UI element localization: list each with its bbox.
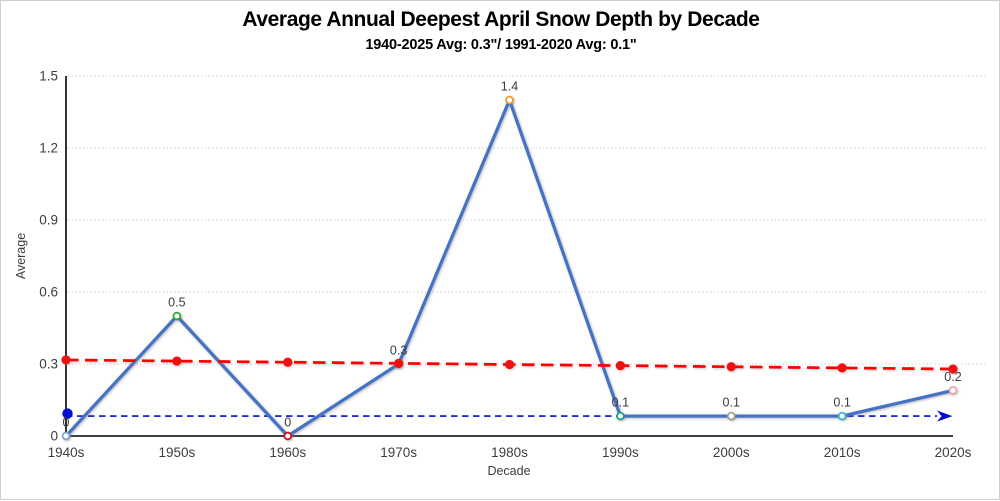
reference-line-start-dot [62,408,73,419]
data-label-2000s: 0.1 [723,396,740,410]
grid-layer [68,75,986,365]
data-point-1960s [283,431,293,441]
trend-dot-1970s [394,358,404,368]
x-tick-label: 1980s [491,445,528,460]
x-tick-label: 2020s [935,445,972,460]
y-tick-label: 0 [50,429,58,444]
trend-dot-1940s [61,355,71,365]
data-label-1990s: 0.1 [612,396,629,410]
data-label-1940s: 0 [63,416,70,430]
y-axis-title: Average [14,233,28,279]
trend-dot-2010s [837,363,847,373]
x-tick-label: 2010s [824,445,861,460]
data-point-1990s [616,411,625,421]
reference-line-arrowhead [937,410,953,422]
x-tick-label: 1960s [269,445,306,460]
chart-subtitle: 1940-2025 Avg: 0.3"/ 1991-2020 Avg: 0.1" [365,37,636,53]
trend-dot-1960s [283,357,293,367]
trend-dot-2020s [948,364,958,374]
trend-dot-1980s [504,359,515,370]
decade-average-line [64,98,955,438]
data-point-1940s [61,431,71,441]
x-tick-label: 1940s [48,445,85,460]
axis-layer [65,76,953,437]
data-point-1950s [172,311,182,321]
y-tick-label: 0.9 [39,213,58,228]
trend-dot-2000s [726,362,736,372]
x-tick-label: 1950s [158,445,195,460]
x-tick-label: 1970s [380,445,417,460]
x-tick-label: 1990s [602,445,639,460]
main-series-layer [64,98,955,438]
x-axis-title: Decade [487,464,530,478]
y-tick-label: 1.5 [39,69,58,84]
data-label-1960s: 0 [284,416,291,430]
data-label-2020s: 0.2 [944,370,961,384]
data-point-1980s [505,95,514,105]
marker-layer [61,95,958,441]
chart-title: Average Annual Deepest April Snow Depth … [242,8,759,31]
data-point-2010s [837,411,847,421]
data-label-layer: 0 0.5 0 0.3 1.4 0.1 0.1 0.1 0.2 [63,80,962,430]
data-label-1970s: 0.3 [390,344,407,358]
trend-dot-1990s [615,361,625,371]
trend-dot-1950s [172,356,182,366]
data-label-1950s: 0.5 [168,296,185,310]
tick-label-layer: 0 0.3 0.6 0.9 1.2 1.5 1940s 1950s 1960s 1970s 1980… [39,69,971,461]
reference-line-layer [62,408,953,422]
data-label-2010s: 0.1 [833,396,850,410]
trend-line-layer [61,355,960,374]
x-tick-label: 2000s [713,445,750,460]
y-tick-label: 0.3 [39,357,58,372]
y-tick-label: 1.2 [39,141,58,156]
y-tick-label: 0.6 [39,285,58,300]
data-point-2020s [948,386,958,395]
data-label-1980s: 1.4 [501,80,518,94]
data-point-2000s [726,411,736,421]
